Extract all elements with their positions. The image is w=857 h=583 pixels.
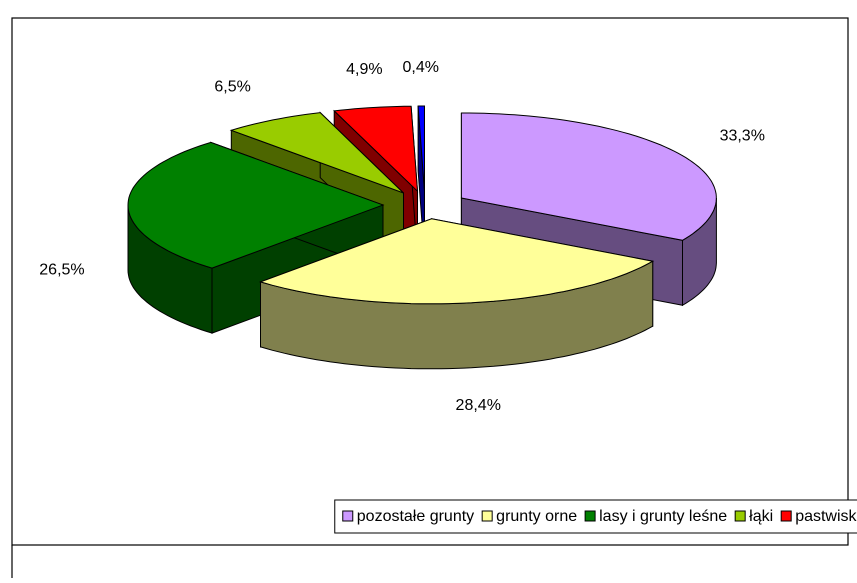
- legend-label: pozostałe grunty: [357, 508, 474, 525]
- data-label: 6,5%: [214, 78, 250, 95]
- legend-label: pastwiska: [795, 508, 857, 525]
- legend-label: lasy i grunty leśne: [599, 508, 727, 525]
- legend-swatch: [734, 510, 746, 522]
- legend: pozostałe grunty grunty orne lasy i grunty…: [334, 499, 857, 534]
- data-label: 4,9%: [346, 61, 382, 78]
- data-label: 28,4%: [456, 397, 501, 414]
- slice-top: [229, 112, 404, 194]
- data-label: 0,4%: [402, 59, 438, 76]
- legend-label: łąki: [749, 508, 773, 525]
- legend-swatch: [481, 510, 493, 522]
- legend-label: grunty orne: [496, 508, 577, 525]
- slice: [417, 105, 425, 257]
- slice-top: [460, 112, 717, 241]
- data-label: 26,5%: [39, 262, 84, 279]
- data-label: 33,3%: [720, 127, 765, 144]
- slice-top: [333, 105, 419, 193]
- slice-top: [258, 218, 655, 305]
- legend-swatch: [584, 510, 596, 522]
- slice: [258, 218, 655, 370]
- legend-swatch: [780, 510, 792, 522]
- legend-swatch: [342, 510, 354, 522]
- slice-top: [127, 141, 385, 269]
- legend-box: [334, 499, 857, 534]
- slice-top: [417, 105, 425, 192]
